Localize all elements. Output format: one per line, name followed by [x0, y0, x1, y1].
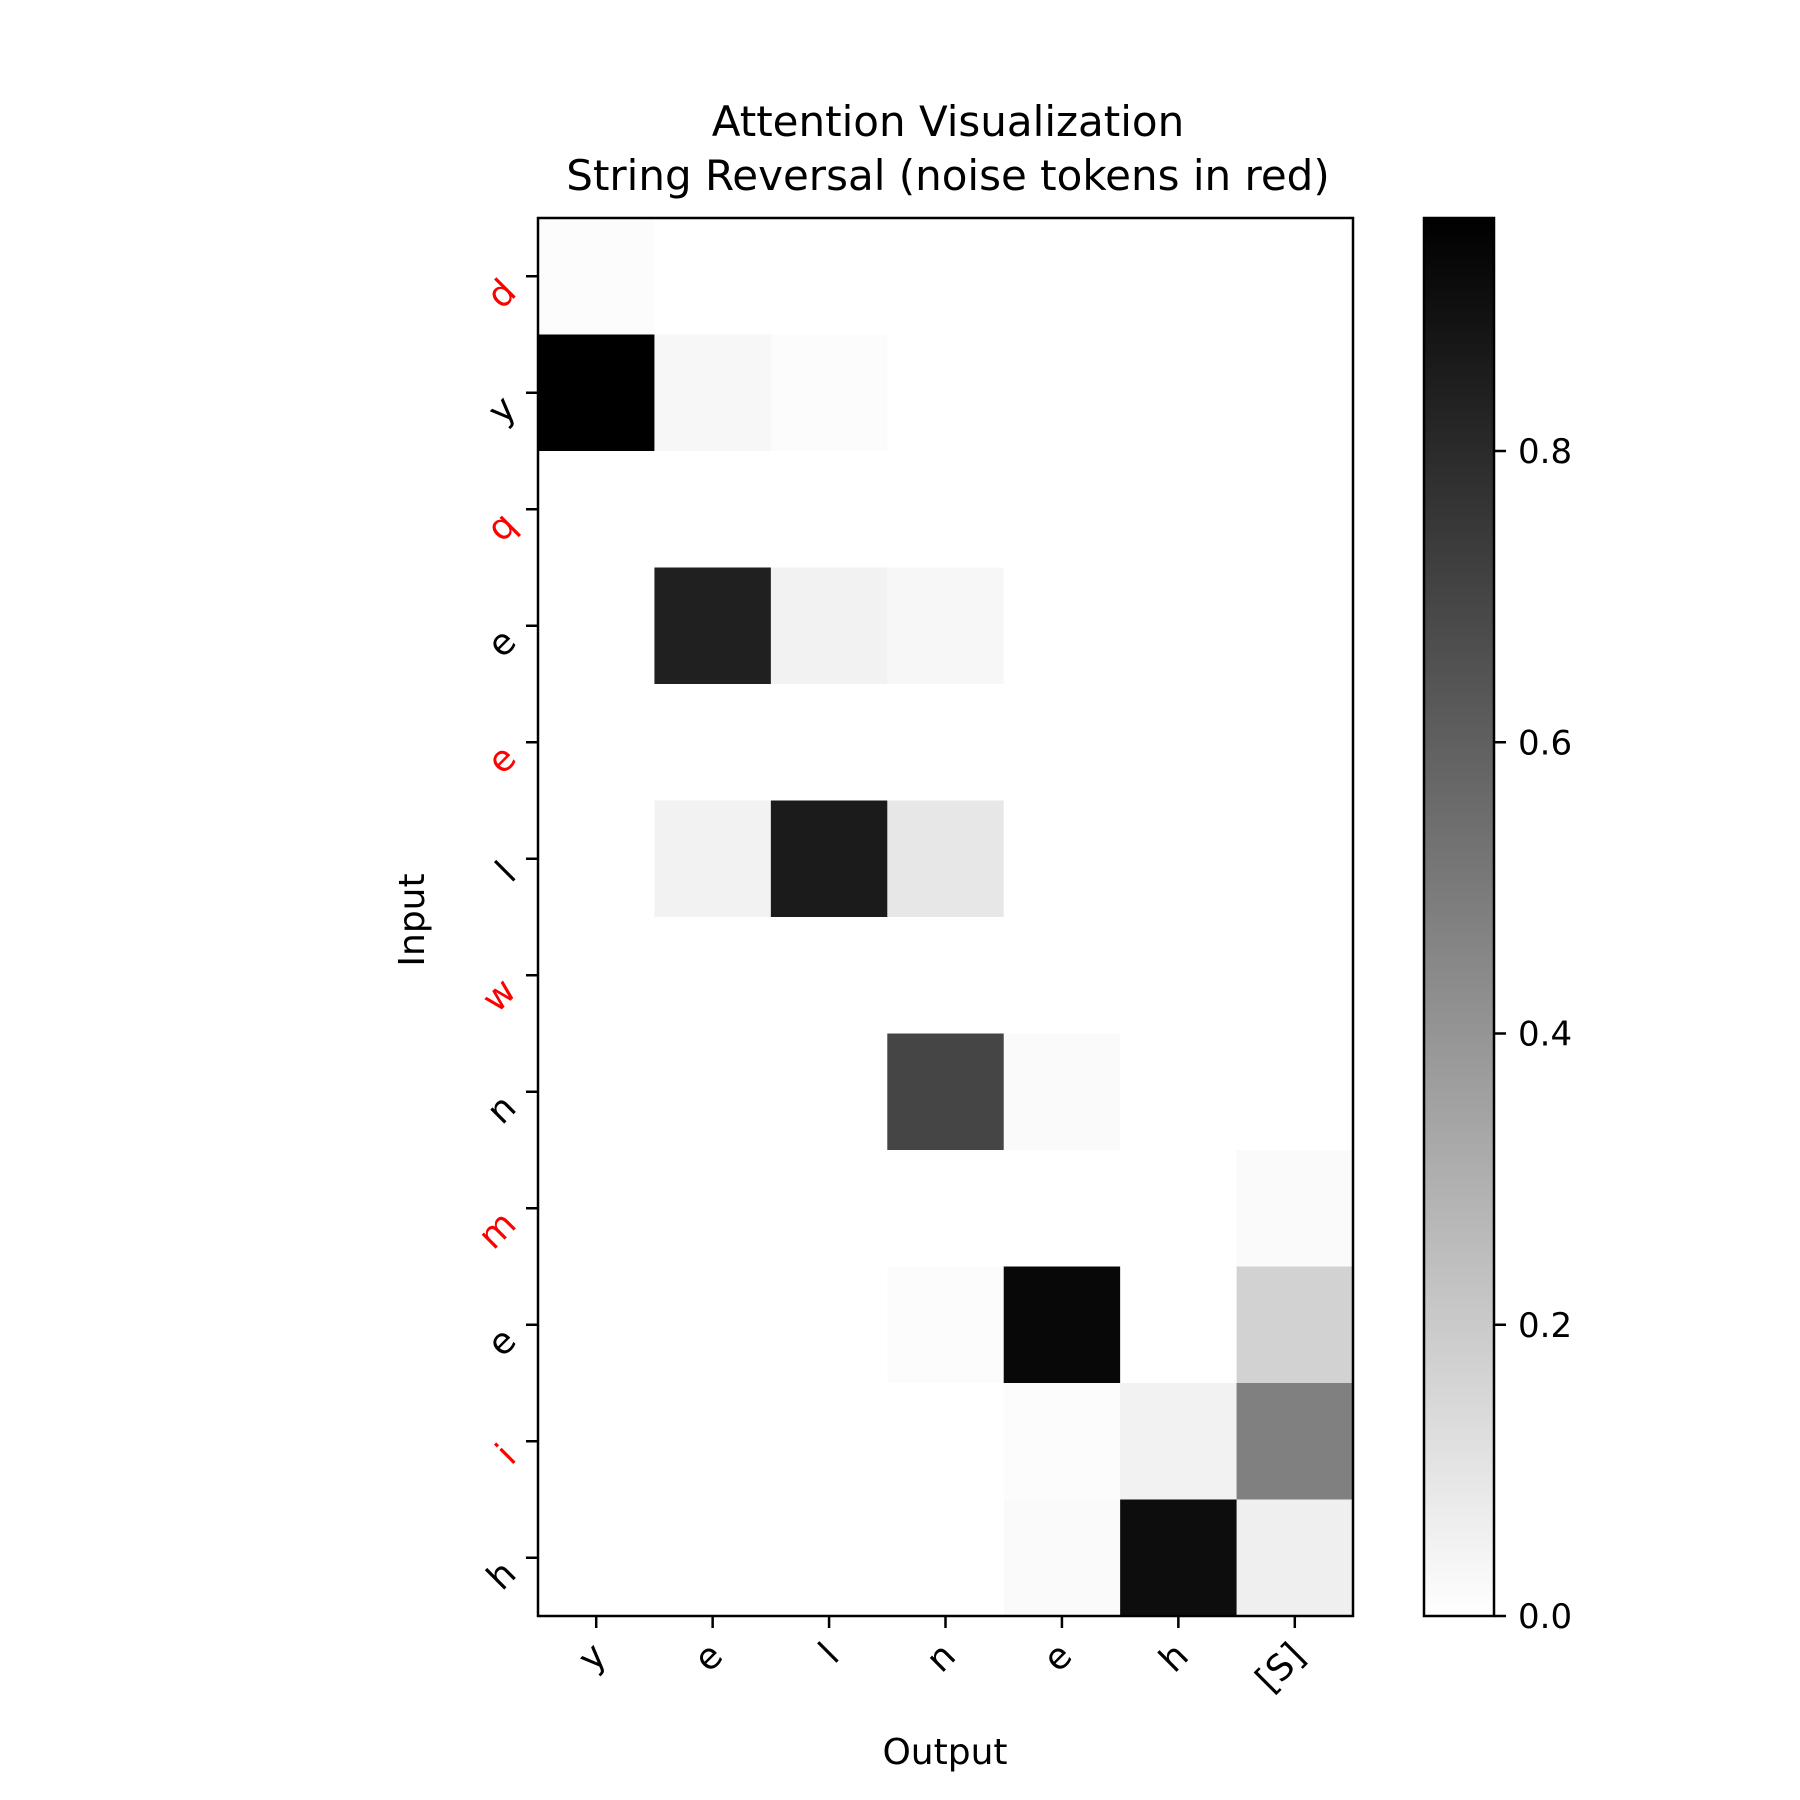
heatmap-cell — [538, 334, 656, 452]
heatmap-cell — [538, 800, 656, 918]
heatmap-cell — [1003, 684, 1121, 802]
heatmap-cell — [770, 451, 888, 569]
heatmap-cell — [1120, 684, 1238, 802]
colorbar-tick-label: 0.6 — [1518, 723, 1572, 763]
colorbar-tick-label: 0.8 — [1518, 432, 1572, 472]
heatmap-cell — [770, 218, 888, 336]
heatmap-cell — [538, 218, 656, 336]
heatmap-cell — [770, 684, 888, 802]
heatmap-cell — [1120, 218, 1238, 336]
heatmap-cell — [654, 1499, 772, 1617]
heatmap-cell — [654, 684, 772, 802]
heatmap-cell — [1236, 684, 1354, 802]
colorbar-ticks: 0.0 0.2 0.4 0.6 0.8 — [1494, 432, 1572, 1637]
heatmap-cell — [770, 1499, 888, 1617]
colorbar-tick-label: 0.2 — [1518, 1306, 1572, 1346]
heatmap-cell — [1003, 1383, 1121, 1501]
heatmap-cell — [1120, 451, 1238, 569]
heatmap-cell — [887, 917, 1005, 1035]
heatmap-cell — [887, 1499, 1005, 1617]
colorbar-tick-label: 0.4 — [1518, 1015, 1572, 1055]
heatmap-cell — [654, 917, 772, 1035]
heatmap-cell — [1120, 1383, 1238, 1501]
heatmap-cell — [1003, 1499, 1121, 1617]
heatmap-cell — [887, 684, 1005, 802]
heatmap-cell — [1003, 917, 1121, 1035]
heatmap-cell — [1120, 800, 1238, 918]
heatmap-cell — [887, 800, 1005, 918]
x-axis-label: Output — [882, 1732, 1007, 1773]
heatmap-cell — [1236, 218, 1354, 336]
heatmap-cell — [1003, 1033, 1121, 1151]
heatmap-cell — [887, 218, 1005, 336]
heatmap-cell — [1236, 1383, 1354, 1501]
heatmap-cell — [887, 567, 1005, 685]
heatmap-cell — [770, 1383, 888, 1501]
heatmap-cell — [887, 1383, 1005, 1501]
y-axis-label: Input — [392, 873, 433, 966]
heatmap-cell — [1236, 1033, 1354, 1151]
heatmap-cell — [538, 451, 656, 569]
heatmap-cell — [1120, 917, 1238, 1035]
heatmap-cell — [1003, 218, 1121, 336]
heatmap-cells — [538, 218, 1354, 1617]
heatmap-cell — [1003, 334, 1121, 452]
heatmap-cell — [770, 567, 888, 685]
heatmap-cell — [1003, 1150, 1121, 1268]
chart-title: Attention Visualization — [712, 97, 1184, 146]
heatmap-cell — [1236, 567, 1354, 685]
heatmap-cell — [538, 684, 656, 802]
heatmap-cell — [887, 1150, 1005, 1268]
heatmap-cell — [538, 1033, 656, 1151]
heatmap-cell — [1120, 334, 1238, 452]
heatmap-cell — [770, 1150, 888, 1268]
heatmap-cell — [770, 1266, 888, 1384]
colorbar — [1424, 218, 1494, 1616]
heatmap-cell — [1120, 1033, 1238, 1151]
heatmap-cell — [1236, 1499, 1354, 1617]
heatmap-cell — [654, 1033, 772, 1151]
heatmap-cell — [654, 1383, 772, 1501]
heatmap-cell — [1120, 1499, 1238, 1617]
heatmap-cell — [1236, 1150, 1354, 1268]
heatmap-cell — [538, 567, 656, 685]
heatmap-cell — [887, 334, 1005, 452]
heatmap-cell — [654, 218, 772, 336]
heatmap-cell — [770, 334, 888, 452]
heatmap-cell — [1003, 800, 1121, 918]
heatmap-cell — [1003, 451, 1121, 569]
heatmap-cell — [1236, 917, 1354, 1035]
colorbar-frame — [1422, 216, 1496, 1618]
heatmap-cell — [1120, 567, 1238, 685]
heatmap-cell — [654, 800, 772, 918]
heatmap-cell — [1236, 334, 1354, 452]
heatmap-cell — [887, 1033, 1005, 1151]
heatmap-cell — [1003, 567, 1121, 685]
heatmap-cell — [654, 567, 772, 685]
heatmap-cell — [1236, 451, 1354, 569]
heatmap-cell — [1003, 1266, 1121, 1384]
heatmap-cell — [887, 451, 1005, 569]
chart-subtitle: String Reversal (noise tokens in red) — [566, 151, 1329, 200]
heatmap-cell — [1120, 1266, 1238, 1384]
heatmap-cell — [770, 800, 888, 918]
heatmap-cell — [1120, 1150, 1238, 1268]
colorbar-tick-label: 0.0 — [1518, 1597, 1572, 1637]
heatmap-cell — [538, 917, 656, 1035]
heatmap-cell — [770, 917, 888, 1035]
heatmap-cell — [887, 1266, 1005, 1384]
heatmap-cell — [654, 451, 772, 569]
heatmap-cell — [538, 1499, 656, 1617]
heatmap-cell — [770, 1033, 888, 1151]
heatmap-cell — [538, 1150, 656, 1268]
heatmap-cell — [654, 1266, 772, 1384]
heatmap-cell — [538, 1383, 656, 1501]
heatmap-cell — [1236, 800, 1354, 918]
heatmap-cell — [654, 1150, 772, 1268]
heatmap-cell — [654, 334, 772, 452]
heatmap-cell — [1236, 1266, 1354, 1384]
heatmap-cell — [538, 1266, 656, 1384]
